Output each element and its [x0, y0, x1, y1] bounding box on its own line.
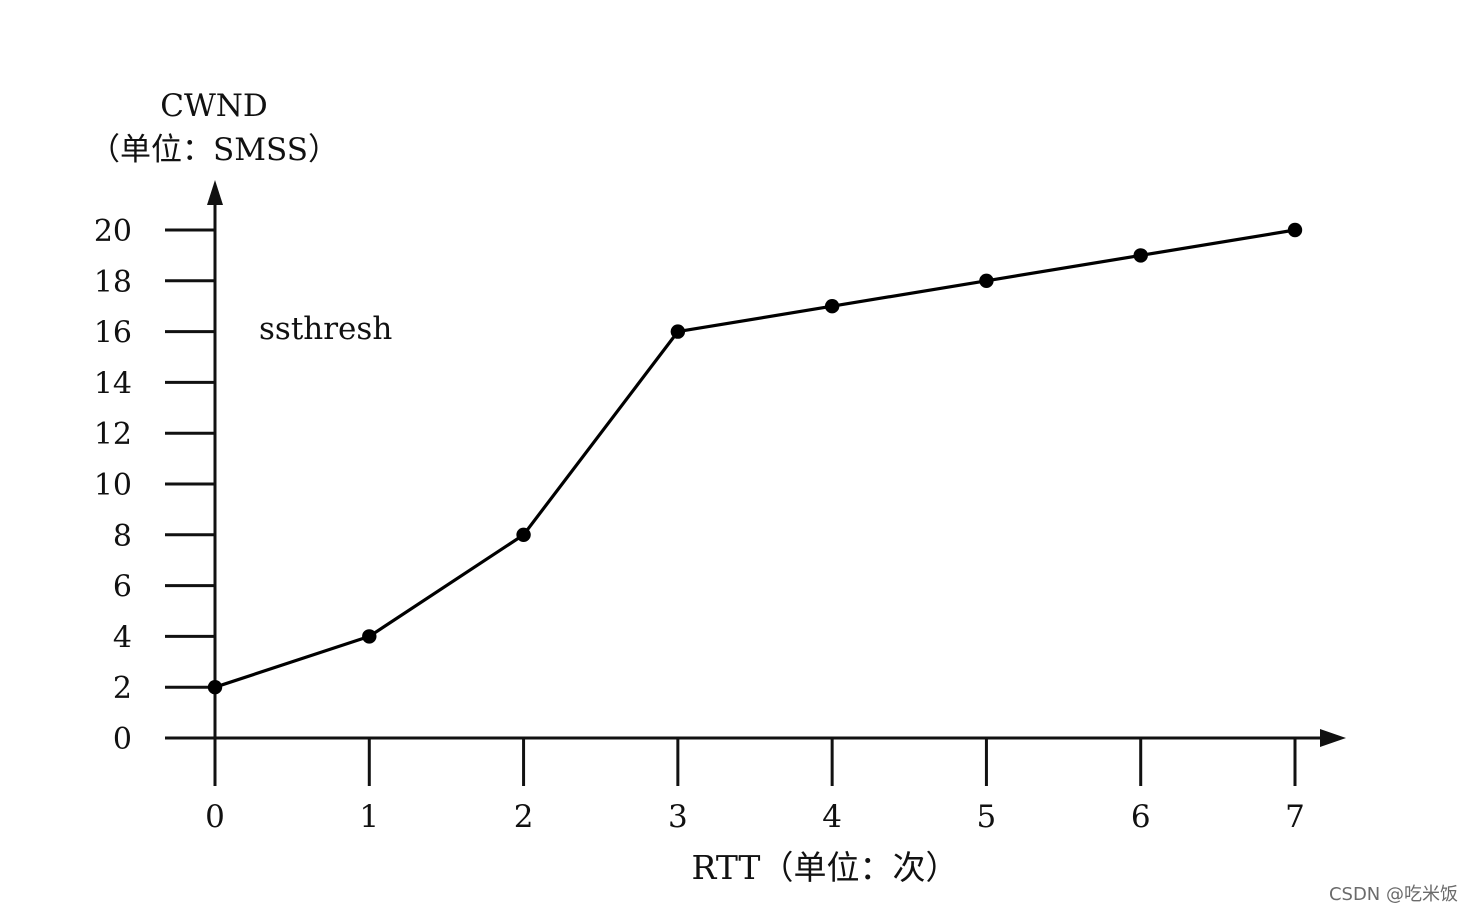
- y-tick-label: 6: [113, 570, 132, 605]
- cwnd-series: [207, 222, 1303, 695]
- x-tick-label: 7: [1285, 799, 1305, 835]
- y-axis-arrowhead: [207, 180, 223, 205]
- x-tick-label: 3: [668, 799, 688, 835]
- y-tick-label: 14: [94, 366, 132, 401]
- y-tick-label: 0: [113, 722, 132, 757]
- y-tick-label: 18: [94, 265, 132, 300]
- data-point: [979, 273, 994, 288]
- x-axis-label: RTT（单位：次）: [692, 848, 959, 887]
- y-tick-label: 4: [113, 620, 132, 655]
- data-point: [516, 527, 531, 542]
- data-point: [1287, 222, 1303, 238]
- y-tick-label: 2: [113, 671, 132, 706]
- x-tick-label: 1: [359, 799, 379, 835]
- cwnd-series-line: [213, 228, 1297, 689]
- data-point: [1133, 248, 1148, 263]
- y-tick-label: 16: [94, 316, 132, 351]
- data-point: [824, 299, 840, 314]
- x-tick-label: 6: [1131, 799, 1151, 835]
- data-point: [670, 324, 686, 339]
- y-axis: 0 2 4 6 8 10 12 14 16 18 20: [94, 180, 223, 786]
- data-point: [207, 680, 223, 695]
- x-ticks: 0 1 2 3 4 5 6 7: [205, 738, 1305, 835]
- x-tick-label: 4: [822, 799, 842, 835]
- y-axis-label-line-1: CWND: [160, 88, 268, 124]
- y-axis-label-line-2: （单位：SMSS）: [89, 132, 339, 168]
- y-tick-label: 8: [113, 519, 132, 554]
- y-tick-label: 12: [94, 417, 132, 452]
- data-point: [362, 629, 377, 644]
- y-tick-label: 20: [94, 214, 132, 249]
- y-tick-label: 10: [94, 468, 132, 503]
- y-ticks: 0 2 4 6 8 10 12 14 16 18 20: [94, 214, 215, 757]
- x-tick-label: 5: [977, 799, 997, 835]
- cwnd-points: [207, 222, 1303, 695]
- x-tick-label: 0: [205, 799, 225, 835]
- ssthresh-annotation: ssthresh: [259, 311, 392, 347]
- x-axis-arrowhead: [1320, 729, 1346, 747]
- watermark: CSDN @吃米饭: [1329, 884, 1458, 905]
- x-tick-label: 2: [514, 799, 534, 835]
- x-axis: 0 1 2 3 4 5 6 7: [165, 729, 1346, 835]
